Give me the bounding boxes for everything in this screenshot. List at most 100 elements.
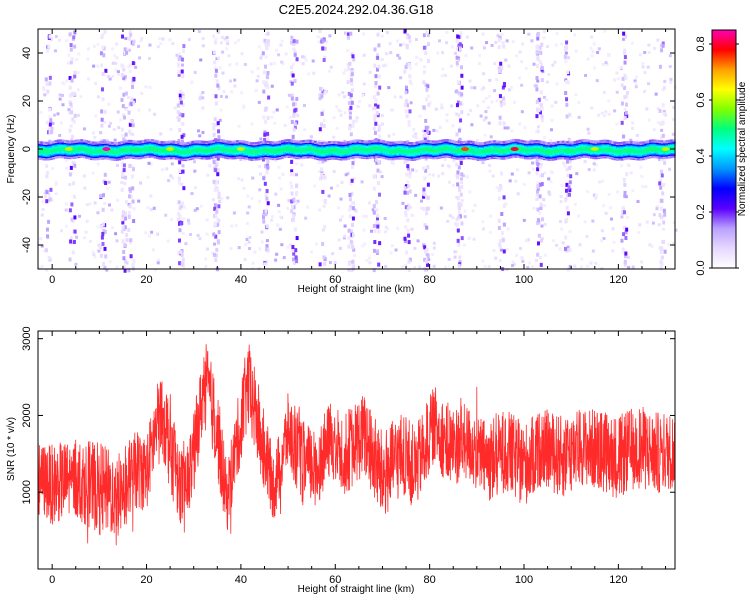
spectrogram-cell xyxy=(203,140,207,143)
spectrogram-cell xyxy=(212,152,216,155)
spectrogram-cell xyxy=(127,151,131,154)
spectrogram-cell xyxy=(391,142,395,145)
spectrogram-cell xyxy=(96,42,100,46)
spectrogram-cell xyxy=(109,121,113,125)
spectrogram-cell xyxy=(92,155,96,158)
spectrogram-cell xyxy=(201,131,205,135)
spectrogram-cell xyxy=(99,142,103,145)
spectrogram-cell xyxy=(623,115,627,120)
spectrogram-cell xyxy=(87,144,91,147)
spectrogram-cell xyxy=(267,95,271,100)
spectrogram-cell xyxy=(144,150,148,153)
spectrogram-cell xyxy=(54,141,58,144)
spectrogram-cell xyxy=(328,155,332,158)
spectrogram-cell xyxy=(356,143,360,146)
spectrogram-cell xyxy=(204,264,208,268)
spectrogram-cell xyxy=(72,119,76,124)
spectrogram-cell xyxy=(281,151,285,154)
spectrogram-cell xyxy=(351,154,355,157)
spectrogram-cell xyxy=(200,146,204,149)
spectrogram-cell xyxy=(645,220,649,224)
spectrogram-cell xyxy=(623,254,627,259)
spectrogram-cell xyxy=(540,224,544,228)
spectrogram-cell xyxy=(262,89,266,94)
spectrogram-cell xyxy=(457,149,461,152)
spectrogram-cell xyxy=(64,208,68,212)
spectrogram-cell xyxy=(61,149,65,152)
spectrogram-cell xyxy=(457,151,461,154)
spectrogram-cell xyxy=(141,153,145,156)
spectrogram-cell xyxy=(663,212,667,217)
spectrogram-cell xyxy=(293,78,297,83)
spectrogram-cell xyxy=(427,154,431,157)
spectrogram-cell xyxy=(120,142,124,145)
spectrogram-cell xyxy=(380,144,384,147)
spectrogram-cell xyxy=(549,170,553,174)
spectrogram-cell xyxy=(172,145,176,148)
spectrogram-cell xyxy=(96,152,100,155)
spectrogram-cell xyxy=(434,146,438,149)
spectrogram-cell xyxy=(278,148,282,151)
spectrogram-cell xyxy=(177,63,181,68)
spectrogram-cell xyxy=(311,147,315,150)
spectrogram-cell xyxy=(337,155,341,158)
spectrogram-cell xyxy=(132,154,136,157)
spectrogram-cell xyxy=(92,158,96,161)
spectrogram-cell xyxy=(134,147,138,150)
spectrogram-cell xyxy=(401,142,405,145)
spectrogram-cell xyxy=(163,149,167,152)
spectrogram-cell xyxy=(283,140,287,143)
spectrogram-cell xyxy=(224,154,228,157)
spectrogram-cell xyxy=(457,91,461,96)
spectrogram-cell xyxy=(200,147,204,150)
spectrogram-cell xyxy=(441,145,445,148)
spectrogram-cell xyxy=(49,147,53,150)
spectrogram-cell xyxy=(328,143,332,146)
spectrogram-cell xyxy=(65,159,69,163)
spectrogram-cell xyxy=(179,145,183,148)
spectrogram-cell xyxy=(631,265,635,269)
spectrogram-cell xyxy=(406,164,410,169)
spectrogram-cell xyxy=(389,148,393,151)
spectrogram-cell xyxy=(52,145,56,148)
spectrogram-cell xyxy=(259,156,263,159)
spectrogram-cell xyxy=(120,147,124,150)
spectrogram-cell xyxy=(165,145,169,148)
spectrogram-cell xyxy=(179,152,183,155)
spectrogram-cell xyxy=(40,142,44,145)
spectrogram-cell xyxy=(236,144,240,147)
spectrogram-cell xyxy=(260,240,264,244)
spectrogram-cell xyxy=(391,152,395,155)
spectrogram-cell xyxy=(134,148,138,151)
spectrogram-cell xyxy=(342,151,346,154)
spectrogram-cell xyxy=(604,110,608,114)
spectrogram-cell xyxy=(222,143,226,146)
spectrogram-cell xyxy=(111,141,115,144)
spectrogram-cell xyxy=(91,131,95,135)
spectrogram-cell xyxy=(394,141,398,144)
spectrogram-cell xyxy=(75,156,79,159)
spectrogram-cell xyxy=(349,132,353,137)
spectrogram-cell xyxy=(146,142,150,145)
spectrogram-cell xyxy=(184,144,188,147)
spectrogram-cell xyxy=(262,145,266,148)
spectrogram-cell xyxy=(219,154,223,157)
spectrogram-cell xyxy=(318,147,322,150)
spectrogram-cell xyxy=(257,143,261,146)
spectrogram-cell xyxy=(158,148,162,151)
spectrogram-cell xyxy=(389,152,393,155)
spectrogram-cell xyxy=(339,151,343,154)
spectrogram-cell xyxy=(178,206,182,211)
spectrogram-cell xyxy=(313,184,317,188)
spectrogram-cell xyxy=(186,145,190,148)
spectrogram-cell xyxy=(87,146,91,149)
spectrogram-cell xyxy=(361,148,365,151)
spectrogram-cell xyxy=(214,68,218,73)
spectrogram-cell xyxy=(502,81,506,86)
spectrogram-cell xyxy=(231,147,235,150)
spectrogram-cell xyxy=(406,150,410,153)
spectrogram-cell xyxy=(179,150,183,153)
spectrogram-cell xyxy=(373,240,377,245)
spectrogram-cell xyxy=(436,153,440,156)
spectrogram-cell xyxy=(443,149,447,152)
